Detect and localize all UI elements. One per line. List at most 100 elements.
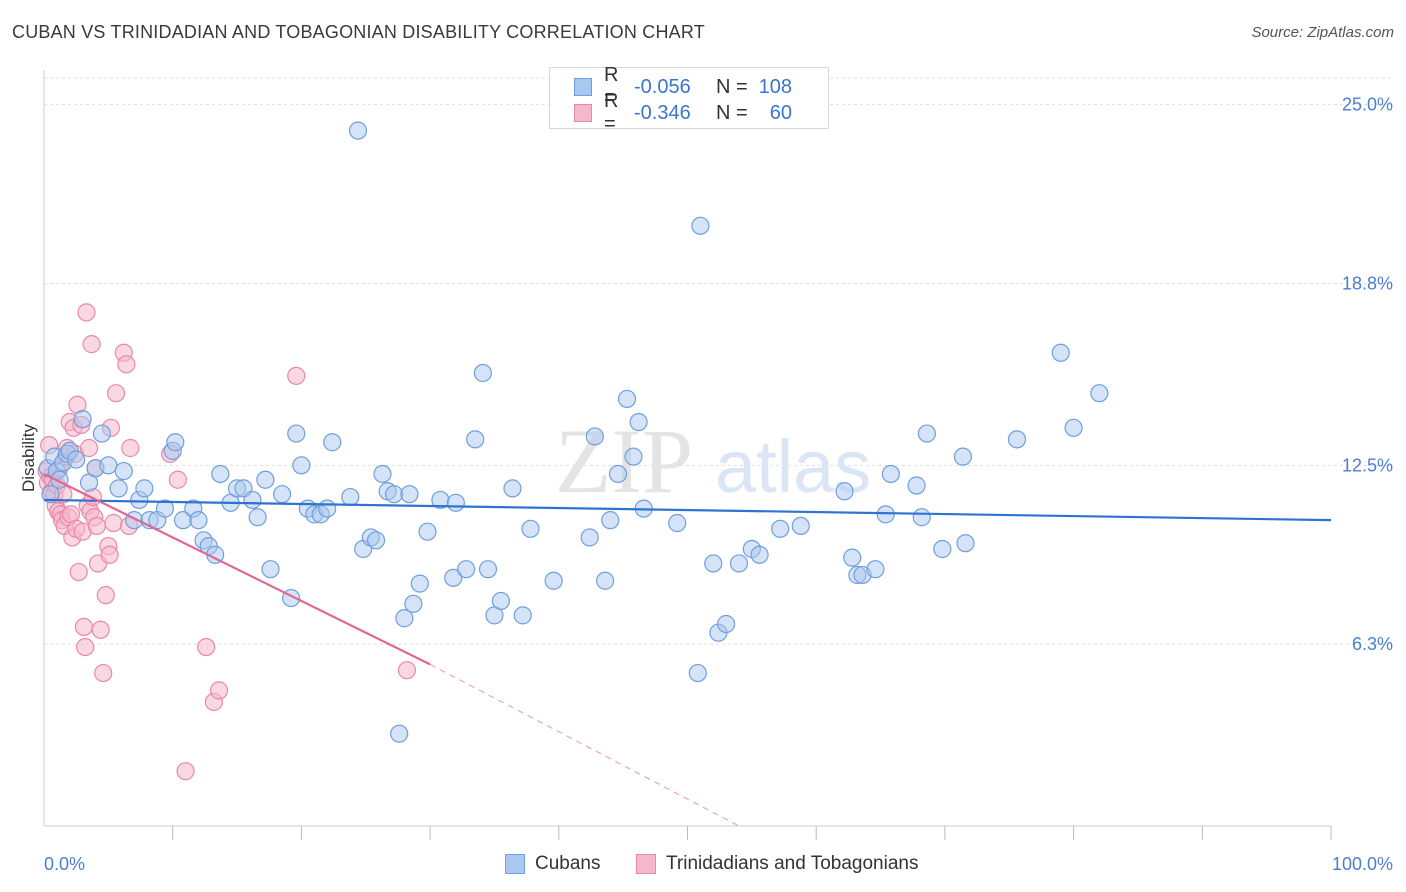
cuban-point	[410, 574, 429, 593]
cuban-point	[318, 499, 337, 518]
legend-r-label: R =	[604, 90, 619, 135]
cuban-point	[466, 430, 485, 449]
watermark-zip: ZIP	[555, 410, 693, 512]
cuban-point	[287, 424, 306, 443]
cuban-point	[1090, 384, 1109, 403]
cuban-point	[211, 464, 230, 484]
y-tick-label: 25.0%	[1342, 95, 1393, 115]
cuban-point	[1051, 343, 1070, 362]
trinidadian-point	[100, 545, 119, 564]
cuban-point	[843, 548, 862, 567]
legend-row-cubans: R = -0.056 N = 108	[574, 64, 792, 109]
bottom-legend-trinidadians[interactable]: Trinidadians and Tobagonians	[636, 851, 918, 877]
cuban-point	[717, 614, 736, 634]
trinidadian-point	[94, 663, 113, 683]
cuban-point	[668, 513, 687, 533]
cuban-point	[256, 470, 275, 489]
trinidadian-point	[79, 438, 99, 458]
trinidadian-point	[397, 661, 417, 680]
cuban-point	[384, 485, 404, 504]
trinidadian-point	[168, 470, 187, 489]
cuban-point	[73, 410, 92, 429]
trinidadian-point	[209, 681, 229, 700]
cuban-point	[912, 508, 931, 527]
trinidadian-point	[76, 637, 95, 657]
cuban-point	[629, 412, 648, 432]
legend-r-value: -0.056	[634, 75, 691, 98]
cuban-point	[243, 490, 262, 510]
cuban-point	[907, 476, 926, 495]
trinidadian-point	[106, 384, 126, 403]
cuban-point	[688, 663, 707, 683]
y-tick-label: 18.8%	[1342, 274, 1393, 294]
trinidadian-point	[87, 516, 106, 536]
trinidadian-point	[117, 355, 136, 374]
cuban-point	[261, 560, 280, 579]
cuban-point	[92, 424, 112, 443]
legend-r-label: R =	[604, 64, 619, 109]
legend-n-value: 60	[769, 101, 792, 124]
legend-row-trinidadians: R = -0.346 N = 60	[574, 90, 792, 135]
legend-n-value: 108	[758, 75, 792, 98]
cuban-point	[41, 485, 60, 504]
cuban-point	[341, 487, 360, 507]
cuban-point	[491, 591, 510, 611]
cuban-point	[473, 363, 492, 383]
cuban-point	[114, 461, 133, 481]
trinidadian-point	[69, 562, 88, 582]
chart-title: CUBAN VS TRINIDADIAN AND TOBAGONIAN DISA…	[12, 22, 705, 42]
cuban-point	[917, 424, 936, 443]
cuban-point	[1007, 430, 1027, 449]
trinidadian-point	[287, 366, 306, 385]
cuban-point	[835, 482, 854, 501]
trinidadian-point	[82, 335, 101, 354]
cuban-point	[272, 485, 292, 504]
cuban-point	[704, 554, 723, 573]
cuban-point	[395, 609, 414, 628]
cuban-point	[791, 516, 810, 536]
cuban-point	[418, 522, 437, 541]
cuban-point	[691, 216, 710, 235]
cuban-point	[189, 511, 208, 530]
cuban-point	[771, 519, 790, 538]
legend-r-value: -0.346	[634, 101, 691, 124]
cuban-point	[248, 508, 267, 527]
legend-swatch-blue	[574, 78, 592, 96]
trinidadian-point	[91, 620, 110, 639]
cuban-point	[155, 499, 175, 518]
legend-n-label: N =	[716, 75, 748, 98]
trinidadian-point	[197, 637, 216, 657]
cuban-point	[292, 456, 311, 475]
cuban-point	[881, 464, 900, 484]
cuban-point	[390, 724, 409, 743]
x-tick-label-min: 0.0%	[44, 854, 85, 874]
cuban-point	[585, 427, 604, 446]
cuban-point	[366, 531, 386, 550]
y-axis-tick-labels: 6.3% 12.5% 18.8% 25.0%	[1342, 95, 1393, 655]
x-tick-label-max: 100.0%	[1332, 854, 1393, 874]
y-axis-label: Disability	[19, 423, 38, 492]
cuban-point	[99, 456, 118, 475]
trinidadian-point	[77, 303, 96, 322]
cuban-point	[348, 121, 368, 140]
trinidadians-legend-label: Trinidadians and Tobagonians	[666, 853, 919, 874]
cuban-point	[135, 479, 154, 498]
cuban-point	[956, 534, 975, 553]
cuban-point	[444, 568, 463, 587]
trinidadian-point	[176, 762, 195, 781]
trinidadian-point	[74, 617, 93, 637]
cubans-legend-label: Cubans	[535, 853, 601, 874]
cuban-point	[729, 554, 749, 573]
cuban-point	[478, 560, 498, 579]
cuban-point	[323, 433, 342, 452]
cuban-point	[596, 571, 615, 590]
trend-lines	[43, 472, 1332, 827]
cuban-point	[876, 505, 895, 524]
cuban-point	[521, 519, 540, 538]
cuban-point	[953, 447, 973, 466]
cuban-point	[503, 479, 522, 498]
trinidadians-trend-line	[43, 472, 431, 666]
legend-swatch-pink	[574, 104, 592, 122]
bottom-legend-cubans[interactable]: Cubans	[505, 851, 601, 877]
